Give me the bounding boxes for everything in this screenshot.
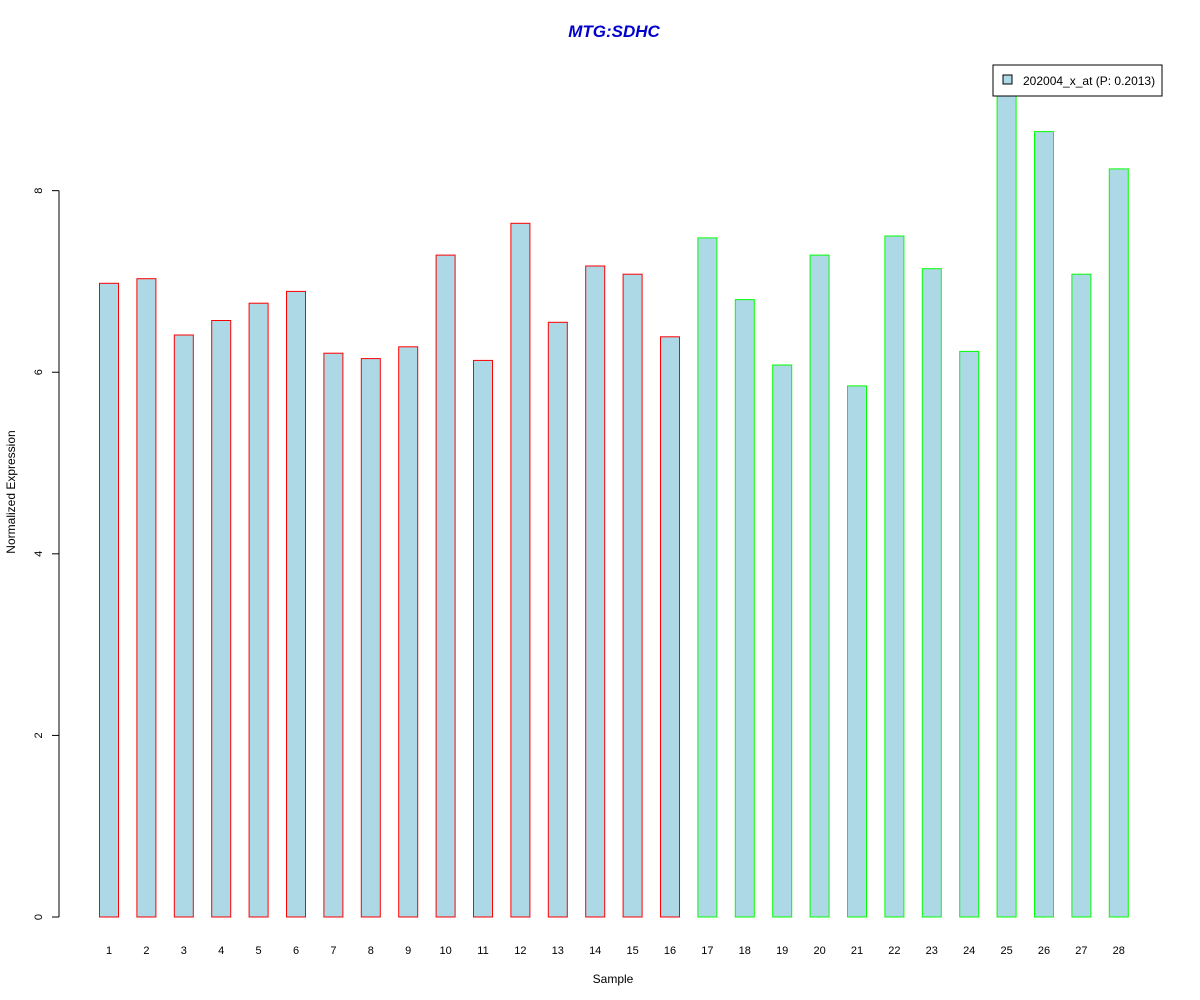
bar-sample-6 [286, 290, 306, 918]
x-tick-label: 11 [477, 945, 488, 957]
y-tick-label: 0 [33, 914, 45, 920]
x-tick-label: 7 [330, 945, 336, 957]
x-tick-label: 13 [552, 945, 564, 957]
bar-sample-21 [847, 385, 867, 918]
x-tick-label: 25 [1000, 945, 1012, 957]
y-tick-label: 2 [33, 732, 45, 738]
bar-sample-4 [211, 320, 232, 918]
bar-sample-15 [622, 273, 643, 918]
bar-sample-16 [660, 336, 680, 918]
bar-sample-25 [996, 64, 1017, 918]
x-tick-label: 4 [218, 945, 224, 957]
bar-sample-11 [473, 359, 493, 918]
x-tick-label: 20 [813, 945, 825, 957]
bar-sample-13 [547, 321, 568, 918]
y-axis-title: Normalized Expression [4, 430, 18, 553]
y-tick-label: 8 [33, 188, 45, 194]
y-tick-label: 4 [33, 551, 45, 557]
bar-sample-5 [248, 302, 269, 918]
x-tick-label: 28 [1113, 945, 1125, 957]
legend-swatch [1002, 74, 1013, 85]
bar-sample-10 [435, 254, 456, 918]
x-tick-label: 21 [851, 945, 863, 957]
bar-sample-26 [1034, 131, 1054, 918]
x-tick-label: 16 [664, 945, 676, 957]
legend-box [992, 64, 1163, 97]
x-tick-label: 24 [963, 945, 975, 957]
x-tick-label: 17 [701, 945, 713, 957]
bar-sample-23 [921, 268, 942, 918]
bar-sample-2 [136, 278, 157, 918]
x-tick-label: 5 [256, 945, 262, 957]
bar-sample-12 [510, 222, 531, 918]
x-tick-label: 14 [589, 945, 601, 957]
legend: 202004_x_at (P: 0.2013) [992, 64, 1163, 97]
x-tick-label: 1 [106, 945, 112, 957]
bar-sample-20 [809, 254, 830, 918]
x-tick-label: 3 [181, 945, 187, 957]
bar-sample-18 [734, 299, 755, 918]
bar-sample-28 [1108, 168, 1129, 918]
bar-sample-3 [173, 334, 194, 918]
y-tick-label: 6 [33, 369, 45, 375]
bar-sample-24 [959, 350, 980, 918]
x-axis-title: Sample [593, 972, 634, 986]
x-tick-label: 8 [368, 945, 374, 957]
bar-sample-1 [99, 282, 119, 918]
bar-sample-7 [323, 352, 344, 918]
x-tick-label: 6 [293, 945, 299, 957]
bar-sample-19 [772, 364, 793, 918]
x-tick-label: 18 [739, 945, 751, 957]
x-tick-label: 22 [888, 945, 900, 957]
x-tick-label: 2 [143, 945, 149, 957]
bar-sample-17 [697, 237, 718, 918]
y-axis: 0 2 4 6 8 [33, 188, 60, 920]
bar-sample-22 [884, 235, 905, 918]
bar-sample-8 [360, 358, 381, 918]
chart-title: MTG:SDHC [568, 22, 660, 41]
x-tick-label: 23 [926, 945, 938, 957]
bar-sample-27 [1071, 273, 1092, 918]
legend-label: 202004_x_at (P: 0.2013) [1023, 74, 1155, 88]
bar-sample-14 [585, 265, 606, 918]
x-axis-tick-labels: 1 2 3 4 5 6 7 8 9 10 11 12 13 14 15 16 17 18 19 20 21 22 23 24 2… [106, 945, 1125, 957]
x-tick-label: 27 [1075, 945, 1087, 957]
x-tick-label: 19 [776, 945, 788, 957]
x-tick-label: 26 [1038, 945, 1050, 957]
x-tick-label: 12 [514, 945, 526, 957]
bars [99, 64, 1129, 918]
bar-sample-9 [398, 346, 419, 918]
x-tick-label: 10 [439, 945, 451, 957]
x-tick-label: 9 [405, 945, 411, 957]
x-tick-label: 15 [626, 945, 638, 957]
